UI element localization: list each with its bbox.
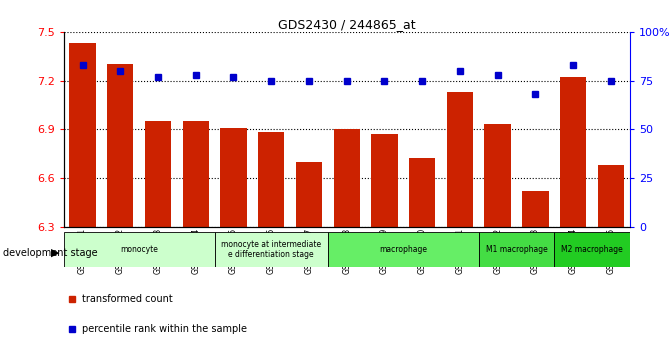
Bar xyxy=(371,134,398,227)
Bar xyxy=(409,158,436,227)
Bar xyxy=(479,232,554,267)
Text: macrophage: macrophage xyxy=(379,245,427,254)
Text: transformed count: transformed count xyxy=(82,295,172,304)
Text: ▶: ▶ xyxy=(51,248,60,258)
Bar xyxy=(522,191,549,227)
Text: M1 macrophage: M1 macrophage xyxy=(486,245,547,254)
Bar xyxy=(214,232,328,267)
Bar xyxy=(554,232,630,267)
Text: percentile rank within the sample: percentile rank within the sample xyxy=(82,324,247,334)
Bar xyxy=(182,121,209,227)
Bar xyxy=(447,92,473,227)
Bar xyxy=(295,162,322,227)
Bar xyxy=(328,232,479,267)
Bar xyxy=(64,232,214,267)
Bar xyxy=(560,77,586,227)
Text: monocyte: monocyte xyxy=(120,245,158,254)
Bar xyxy=(484,124,511,227)
Bar xyxy=(258,132,285,227)
Bar xyxy=(220,127,247,227)
Bar xyxy=(107,64,133,227)
Bar xyxy=(598,165,624,227)
Bar xyxy=(334,129,360,227)
Text: M2 macrophage: M2 macrophage xyxy=(561,245,623,254)
Text: monocyte at intermediate
e differentiation stage: monocyte at intermediate e differentiati… xyxy=(221,240,322,259)
Title: GDS2430 / 244865_at: GDS2430 / 244865_at xyxy=(278,18,415,31)
Bar xyxy=(145,121,172,227)
Bar xyxy=(69,43,96,227)
Text: development stage: development stage xyxy=(3,248,98,258)
